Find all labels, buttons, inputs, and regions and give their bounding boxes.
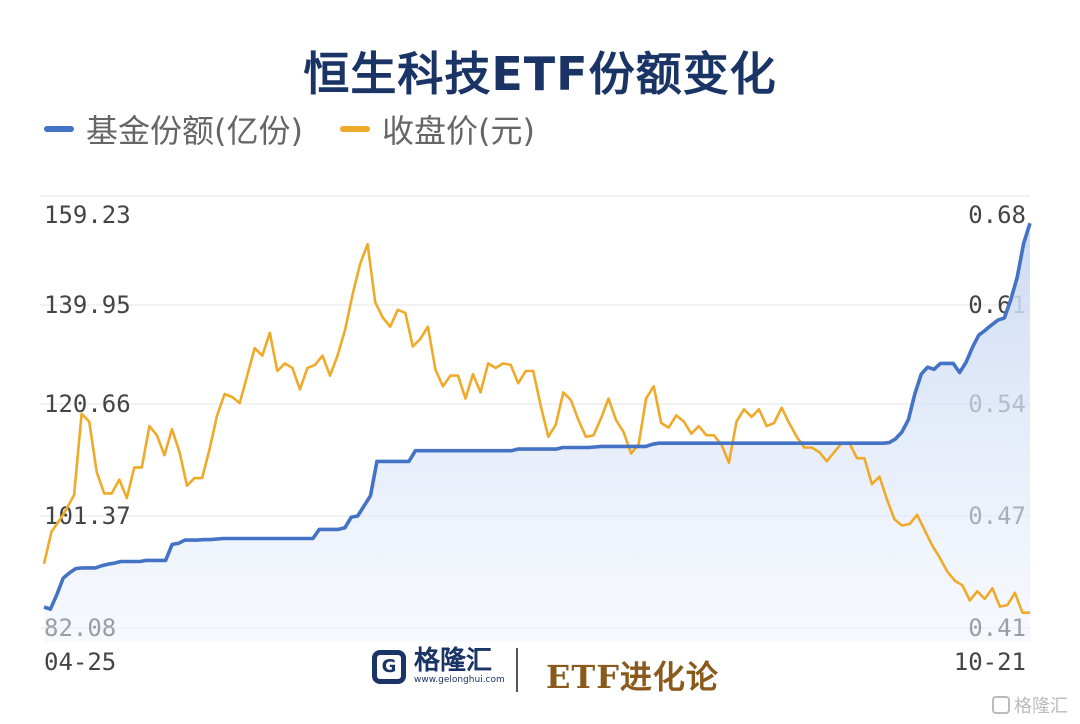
watermark-logo-icon — [992, 696, 1010, 714]
y-left-tick-label: 159.23 — [44, 201, 131, 229]
legend-item-price: 收盘价(元) — [340, 106, 535, 152]
price-series-line — [42, 242, 1030, 614]
g-logo-icon: G — [372, 649, 406, 684]
legend-label-price: 收盘价(元) — [382, 112, 535, 150]
legend-swatch-price — [340, 126, 370, 132]
y-right-tick-label: 0.68 — [968, 201, 1026, 229]
brand-url: www.gelonghui.com — [414, 675, 505, 685]
share-area — [44, 223, 1030, 642]
y-left-tick-label: 139.95 — [44, 291, 131, 319]
watermark-text: 格隆汇 — [1014, 696, 1068, 717]
y-left-tick-label: 120.66 — [44, 390, 131, 418]
brand-divider — [516, 648, 518, 692]
chart-title: 恒生科技ETF份额变化 — [303, 47, 777, 101]
brand-name: 格隆汇 — [414, 646, 493, 676]
legend-item-share: 基金份额(亿份) — [44, 106, 303, 152]
x-tick-label: 10-21 — [954, 648, 1026, 676]
column-name: ETF进化论 — [546, 658, 719, 696]
legend-label-share: 基金份额(亿份) — [86, 112, 303, 150]
share-series-line — [43, 222, 1032, 611]
y-left-tick-label: 101.37 — [44, 502, 131, 530]
legend-swatch-share — [44, 126, 74, 132]
watermark: 格隆汇 — [992, 692, 1068, 718]
brand-logo: G 格隆汇 www.gelonghui.com — [372, 648, 505, 685]
x-tick-label: 04-25 — [44, 648, 116, 676]
